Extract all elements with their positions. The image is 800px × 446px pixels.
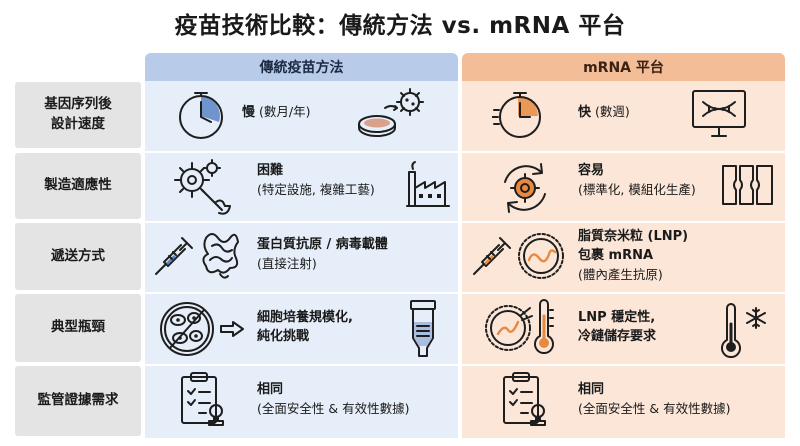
- traditional-delivery-text: 蛋白質抗原 / 病毒載體 (直接注射): [257, 236, 388, 273]
- mrna-regulatory-main: 相同: [578, 382, 605, 397]
- traditional-manufacturing-detail: (特定設施, 複雜工藝): [257, 181, 375, 197]
- clock-icon: [179, 92, 223, 139]
- traditional-manufacturing-text: 困難 (特定設施, 複雜工藝): [257, 162, 375, 199]
- row-label-regulatory: 監管證據需求: [15, 366, 141, 436]
- mrna-regulatory-text: 相同 (全面安全性 & 有效性數據): [578, 381, 730, 418]
- mrna-bottleneck-line2: 冷鏈儲存要求: [578, 328, 657, 344]
- syringe-icon: [155, 237, 193, 275]
- traditional-regulatory-main: 相同: [257, 382, 284, 397]
- traditional-bottleneck-text: 細胞培養規模化, 純化挑戰: [257, 309, 353, 347]
- computer-dna-icon: [692, 90, 746, 137]
- arrow-right-icon: [220, 321, 244, 337]
- gear-wrench-icon: [174, 159, 231, 215]
- mrna-bottleneck-text: LNP 穩定性, 冷鏈儲存要求: [578, 309, 656, 347]
- traditional-speed-text: 慢 (數月/年): [242, 103, 310, 123]
- row-divider: [145, 151, 785, 153]
- traditional-speed-detail: (數月/年): [259, 104, 311, 119]
- row-label-line: 設計速度: [51, 116, 105, 132]
- row-label-line: 基因序列後: [44, 96, 112, 113]
- traditional-speed-main: 慢: [242, 105, 256, 120]
- mrna-manufacturing-main: 容易: [578, 163, 605, 178]
- purification-column-icon: [410, 300, 436, 357]
- cell-culture-icon: [160, 302, 214, 356]
- virus-culture-icon: [358, 88, 424, 137]
- snowflake-icon: [746, 307, 766, 329]
- row-label-design-speed: 基因序列後 設計速度: [15, 82, 141, 148]
- traditional-bottleneck-line2: 純化挑戰: [257, 328, 310, 344]
- mrna-delivery-line1: 脂質奈米粒 (LNP): [578, 229, 689, 244]
- mrna-speed-detail: (數週): [595, 104, 630, 119]
- mrna-manufacturing-detail: (標準化, 模組化生產): [578, 181, 696, 197]
- clock-fast-icon: [492, 92, 541, 138]
- lnp-particle-icon: [485, 305, 533, 351]
- thermometer-icon: [534, 299, 554, 355]
- traditional-delivery-main: 蛋白質抗原 / 病毒載體: [257, 237, 388, 252]
- row-divider: [145, 221, 785, 223]
- thermometer-icon: [721, 303, 741, 358]
- mrna-regulatory-detail: (全面安全性 & 有效性數據): [578, 400, 731, 416]
- traditional-regulatory-detail: (全面安全性 & 有效性數據): [257, 400, 410, 416]
- mrna-bottleneck-line1: LNP 穩定性,: [578, 310, 656, 325]
- traditional-column: [145, 81, 458, 438]
- mrna-speed-text: 快 (數週): [578, 103, 630, 123]
- syringe-icon: [473, 237, 511, 275]
- column-header-mrna: mRNA 平台: [462, 53, 785, 81]
- traditional-manufacturing-main: 困難: [257, 163, 284, 178]
- clipboard-icon: [181, 372, 224, 426]
- row-divider: [145, 364, 785, 366]
- protein-icon: [202, 233, 239, 279]
- row-label-manufacturing: 製造適應性: [15, 153, 141, 219]
- modular-blocks-icon: [722, 165, 773, 205]
- lnp-particle-icon: [518, 233, 564, 279]
- row-divider: [145, 292, 785, 294]
- traditional-delivery-detail: (直接注射): [257, 255, 317, 271]
- mrna-column: [462, 81, 785, 438]
- factory-icon: [406, 161, 450, 207]
- mrna-speed-main: 快: [578, 105, 592, 120]
- mrna-delivery-detail: (體內產生抗原): [578, 266, 663, 282]
- page-title: 疫苗技術比較：傳統方法 vs. mRNA 平台: [174, 13, 626, 39]
- row-label-bottleneck: 典型瓶頸: [15, 294, 141, 362]
- gear-cycle-icon: [504, 163, 546, 213]
- clipboard-icon: [503, 372, 546, 426]
- mrna-delivery-line2: 包裹 mRNA: [578, 247, 654, 263]
- row-label-delivery: 遞送方式: [15, 223, 141, 290]
- mrna-manufacturing-text: 容易 (標準化, 模組化生產): [578, 162, 696, 199]
- traditional-regulatory-text: 相同 (全面安全性 & 有效性數據): [257, 381, 409, 418]
- mrna-delivery-text: 脂質奈米粒 (LNP) 包裹 mRNA (體內產生抗原): [578, 228, 688, 284]
- traditional-bottleneck-line1: 細胞培養規模化,: [257, 310, 353, 325]
- column-header-traditional: 傳統疫苗方法: [145, 53, 458, 81]
